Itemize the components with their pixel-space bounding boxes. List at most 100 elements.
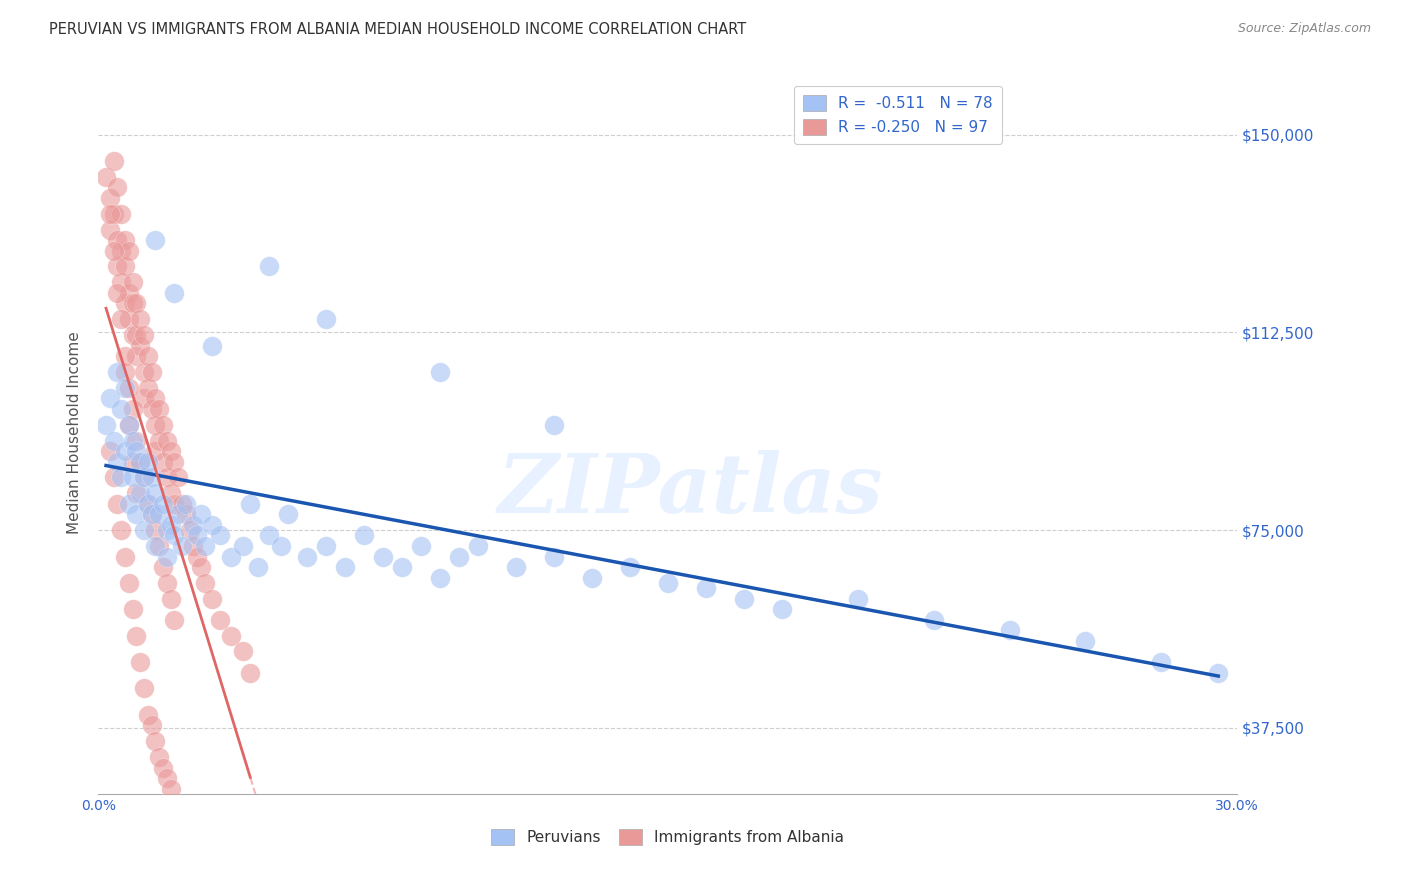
Point — [239, 665, 262, 680]
Point — [297, 549, 319, 564]
Point — [194, 539, 217, 553]
Point — [733, 591, 755, 606]
Point — [467, 539, 489, 553]
Point — [145, 539, 167, 553]
Point — [922, 613, 945, 627]
Point — [163, 455, 186, 469]
Point — [121, 275, 143, 289]
Point — [118, 417, 141, 432]
Point — [208, 613, 231, 627]
Point — [148, 539, 170, 553]
Point — [141, 508, 163, 522]
Point — [152, 455, 174, 469]
Point — [239, 497, 262, 511]
Point — [132, 328, 155, 343]
Point — [136, 497, 159, 511]
Point — [186, 549, 208, 564]
Point — [1150, 655, 1173, 669]
Point — [145, 233, 167, 247]
Point — [118, 285, 141, 300]
Point — [145, 444, 167, 458]
Point — [270, 539, 292, 553]
Point — [141, 365, 163, 379]
Point — [277, 508, 299, 522]
Point — [136, 707, 159, 722]
Point — [174, 508, 197, 522]
Point — [159, 781, 181, 796]
Point — [159, 517, 181, 532]
Point — [114, 260, 136, 274]
Point — [429, 365, 451, 379]
Point — [156, 470, 179, 484]
Point — [132, 470, 155, 484]
Point — [581, 571, 603, 585]
Point — [232, 644, 254, 658]
Point — [174, 497, 197, 511]
Point — [371, 549, 394, 564]
Point — [163, 528, 186, 542]
Point — [110, 401, 132, 416]
Point — [141, 470, 163, 484]
Point — [121, 328, 143, 343]
Point — [232, 539, 254, 553]
Point — [114, 549, 136, 564]
Point — [505, 560, 527, 574]
Point — [221, 549, 243, 564]
Point — [103, 244, 125, 258]
Point — [114, 349, 136, 363]
Point — [136, 455, 159, 469]
Point — [103, 470, 125, 484]
Point — [183, 517, 205, 532]
Point — [183, 539, 205, 553]
Point — [145, 392, 167, 406]
Point — [121, 602, 143, 616]
Point — [103, 207, 125, 221]
Point — [94, 169, 117, 184]
Point — [201, 517, 224, 532]
Point — [110, 244, 132, 258]
Point — [148, 401, 170, 416]
Point — [148, 750, 170, 764]
Point — [1208, 665, 1230, 680]
Point — [114, 233, 136, 247]
Point — [159, 444, 181, 458]
Point — [129, 655, 152, 669]
Point — [125, 486, 148, 500]
Point — [107, 260, 129, 274]
Point — [145, 734, 167, 748]
Point — [695, 581, 717, 595]
Point — [98, 444, 121, 458]
Point — [110, 523, 132, 537]
Point — [145, 417, 167, 432]
Point — [163, 285, 186, 300]
Point — [118, 244, 141, 258]
Point — [107, 233, 129, 247]
Point — [121, 434, 143, 448]
Point — [132, 392, 155, 406]
Point — [114, 381, 136, 395]
Point — [619, 560, 641, 574]
Point — [152, 560, 174, 574]
Point — [121, 455, 143, 469]
Point — [125, 328, 148, 343]
Point — [121, 296, 143, 310]
Point — [94, 417, 117, 432]
Point — [190, 560, 212, 574]
Point — [163, 613, 186, 627]
Point — [543, 549, 565, 564]
Point — [103, 154, 125, 169]
Point — [201, 338, 224, 352]
Point — [107, 365, 129, 379]
Point — [156, 434, 179, 448]
Point — [114, 296, 136, 310]
Point — [179, 523, 201, 537]
Point — [125, 508, 148, 522]
Point — [132, 523, 155, 537]
Point — [98, 191, 121, 205]
Point — [259, 260, 281, 274]
Point — [141, 401, 163, 416]
Point — [315, 539, 337, 553]
Point — [141, 508, 163, 522]
Point — [194, 576, 217, 591]
Text: PERUVIAN VS IMMIGRANTS FROM ALBANIA MEDIAN HOUSEHOLD INCOME CORRELATION CHART: PERUVIAN VS IMMIGRANTS FROM ALBANIA MEDI… — [49, 22, 747, 37]
